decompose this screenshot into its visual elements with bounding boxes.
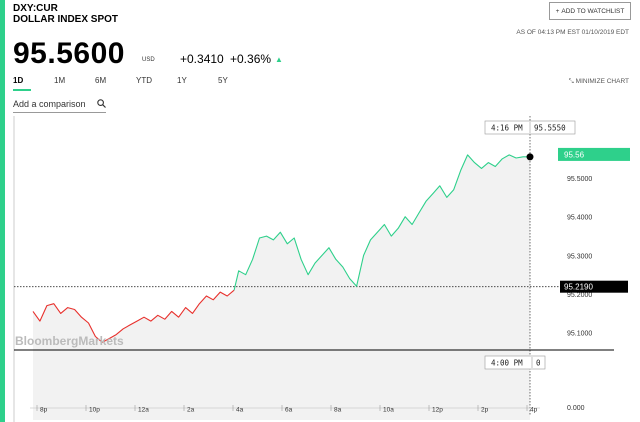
price-change-pct: +0.36%: [230, 52, 272, 66]
x-tick-label: 2p: [481, 407, 489, 414]
crosshair-value: 95.5550: [534, 124, 566, 133]
tab-1y[interactable]: 1Y: [177, 76, 187, 85]
accent-bar: [0, 0, 5, 422]
volume-readout: [484, 355, 546, 370]
tab-ytd[interactable]: YTD: [136, 76, 152, 85]
up-arrow-icon: ▲: [275, 55, 283, 64]
last-price-marker: [526, 153, 534, 161]
price-series-line: [32, 289, 235, 343]
y-tick-label: 95.4000: [567, 215, 592, 222]
price-chart[interactable]: 95.5000 95.4000 95.3000 95.2000 95.1000 95.21…: [0, 116, 640, 422]
tab-1d[interactable]: 1D: [13, 76, 24, 85]
plus-icon: +: [555, 7, 560, 15]
minimize-chart-button[interactable]: ⤡ MINIMIZE CHART: [569, 78, 629, 86]
volume-readout-value: 0: [536, 359, 541, 368]
add-to-watchlist-label: ADD TO WATCHLIST: [561, 7, 625, 15]
previous-close-badge: [560, 280, 628, 293]
x-tick-label: 2a: [187, 407, 195, 414]
search-icon[interactable]: [97, 98, 106, 110]
comparison-input[interactable]: [13, 99, 93, 109]
last-price-badge-label: 95.56: [564, 150, 585, 159]
x-tick-label: 10a: [383, 407, 394, 414]
price-area-fill: [33, 154, 530, 408]
last-price-badge: [558, 147, 630, 161]
x-tick-label: 8p: [40, 407, 48, 414]
tab-1m[interactable]: 1M: [54, 76, 66, 85]
y-tick-label: 95.1000: [567, 331, 592, 338]
previous-close-label: 95.2190: [564, 283, 593, 292]
x-tick-label: 12a: [138, 407, 149, 414]
bloomberg-watermark: BloombergMarkets: [15, 334, 124, 348]
last-price: 95.5600: [13, 37, 125, 70]
x-tick-label: 6a: [285, 407, 293, 414]
ticker-symbol: DXY:CUR: [13, 3, 58, 14]
shrink-icon: ⤡: [568, 78, 574, 85]
comparison-search: [13, 96, 106, 113]
price-change: +0.3410: [180, 52, 224, 66]
y-tick-label: 95.3000: [567, 253, 592, 260]
active-tab-indicator: [13, 89, 31, 91]
tab-5y[interactable]: 5Y: [218, 76, 228, 85]
x-tick-label: 12p: [432, 407, 443, 414]
crosshair-time: 4:16 PM: [491, 124, 523, 133]
y-tick-label: 95.2000: [567, 292, 592, 299]
x-tick-label: 10p: [89, 407, 100, 414]
price-series-line: [233, 154, 530, 291]
volume-area: [33, 408, 530, 420]
as-of-timestamp: AS OF 04:13 PM EST 01/10/2019 EDT: [516, 29, 629, 36]
y-tick-label: 95.5000: [567, 176, 592, 183]
security-name: DOLLAR INDEX SPOT: [13, 14, 119, 25]
volume-tick-label: 0.000: [567, 405, 585, 412]
x-tick-label: 4a: [236, 407, 244, 414]
currency-label: USD: [142, 57, 155, 63]
minimize-chart-label: MINIMIZE CHART: [575, 78, 629, 85]
add-to-watchlist-button[interactable]: + ADD TO WATCHLIST: [549, 2, 631, 20]
volume-readout-time: 4:00 PM: [491, 359, 523, 368]
x-tick-label: 4p: [530, 407, 538, 414]
price-chart-svg: 95.5000 95.4000 95.3000 95.2000 95.1000 95.21…: [13, 116, 630, 422]
tab-6m[interactable]: 6M: [95, 76, 107, 85]
x-tick-label: 8a: [334, 407, 342, 414]
timeframe-tabs: 1D 1M 6M YTD 1Y 5Y: [13, 76, 259, 85]
